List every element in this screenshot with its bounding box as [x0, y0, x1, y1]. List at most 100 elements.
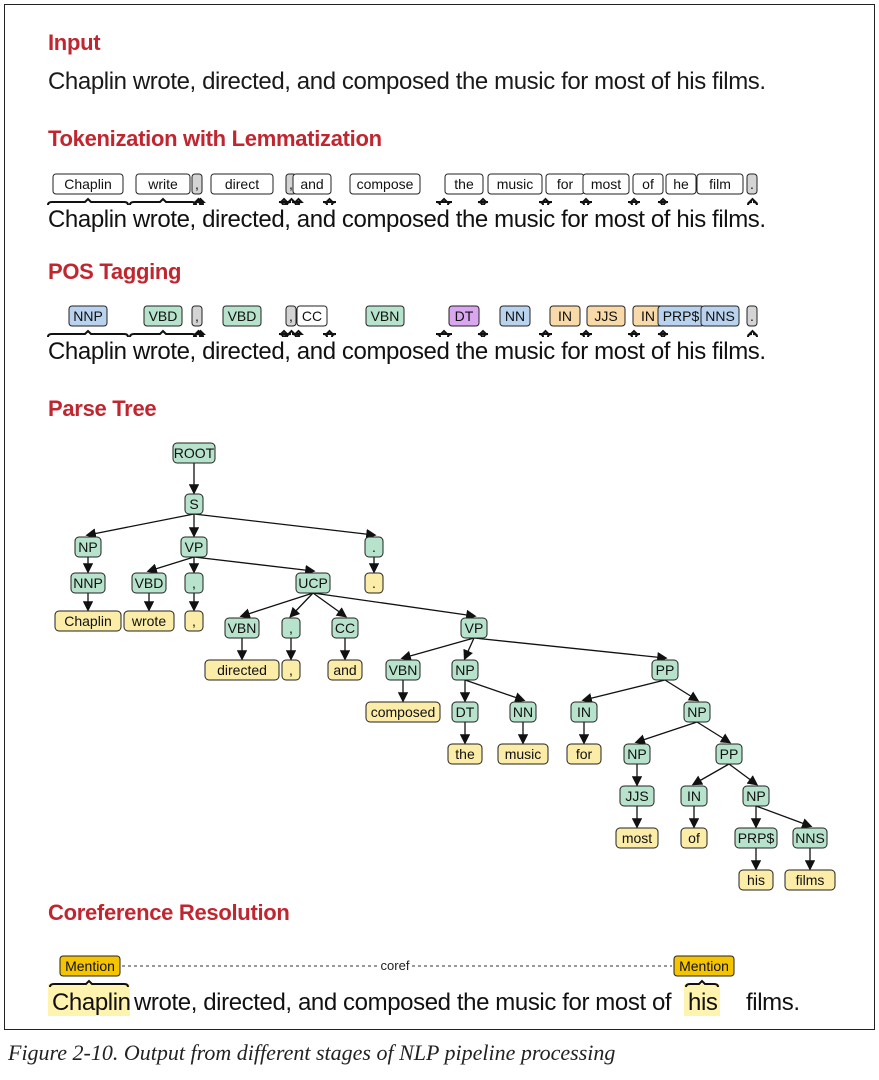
heading-parse-tree: Parse Tree — [48, 396, 157, 421]
token-brace — [293, 197, 304, 206]
tree-word-node — [123, 610, 175, 632]
parse-tree-diagram: ROOT S NP VP . NNP VBD, UCP . Chaplin wrote, VBN, CC… — [54, 442, 836, 891]
pos-tag-box — [746, 305, 758, 327]
tree-tag-node — [180, 536, 208, 558]
tree-word-label: wrote — [131, 613, 166, 629]
tree-word-label: , — [289, 662, 293, 678]
tree-tag-label: IN — [687, 788, 701, 804]
lemma-label: the — [454, 176, 474, 192]
lemma-box — [52, 173, 124, 195]
pos-tag-label: IN — [558, 308, 572, 324]
pos-tag-label: VBN — [371, 308, 400, 324]
pos-tag-box — [68, 305, 108, 327]
tree-edge — [728, 763, 759, 786]
tree-word-node — [281, 659, 301, 681]
tree-word-label: films — [796, 872, 825, 888]
lemma-label: of — [642, 176, 654, 192]
tree-tag-label: UCP — [298, 575, 328, 591]
tree-tag-node — [184, 493, 204, 515]
lemma-label: . — [750, 176, 754, 192]
tree-tag-node — [509, 701, 537, 723]
tree-tag-node — [184, 572, 204, 594]
token-brace — [278, 329, 290, 338]
tree-tag-node — [619, 785, 655, 807]
token-brace — [47, 197, 129, 206]
pos-tag-label: CC — [302, 308, 322, 324]
tree-word-label: of — [688, 830, 700, 846]
pos-tag-box — [700, 305, 740, 327]
tree-tag-label: IN — [577, 704, 591, 720]
tree-edge — [634, 721, 698, 745]
lemma-box — [696, 173, 744, 195]
tree-tag-node — [460, 617, 488, 639]
tree-tag-node — [451, 659, 479, 681]
coref-word-chaplin: Chaplin — [52, 989, 131, 1016]
token-brace — [579, 197, 593, 206]
tree-tag-node — [172, 442, 216, 464]
coref-middle-text: wrote, directed, and composed the music … — [133, 989, 672, 1016]
tree-word-node — [738, 869, 774, 891]
tree-edge — [464, 679, 526, 703]
tree-tag-node — [623, 743, 651, 765]
lemma-box — [746, 173, 758, 195]
tokenization-diagram: Chaplin write, direct, and compose the music fo… — [47, 173, 766, 233]
pos-tag-box — [222, 305, 262, 327]
tree-word-node — [364, 572, 384, 594]
tree-tag-node — [70, 572, 106, 594]
lemma-box — [487, 173, 543, 195]
lemma-box — [632, 173, 664, 195]
lemma-label: direct — [225, 176, 259, 192]
lemma-label: write — [147, 176, 178, 192]
tree-tag-label: VBN — [389, 662, 418, 678]
tree-tag-label: NNP — [73, 575, 103, 591]
pos-tag-label: . — [750, 308, 754, 324]
pos-tag-label: NNS — [705, 308, 735, 324]
token-brace — [129, 197, 197, 206]
tree-tag-node — [224, 617, 260, 639]
token-brace — [286, 329, 297, 338]
tree-word-label: composed — [371, 704, 436, 720]
mention-badge-2 — [673, 955, 735, 977]
lemma-label: and — [300, 176, 323, 192]
tree-tag-label: VBD — [135, 575, 164, 591]
tree-edge — [193, 556, 316, 576]
tree-tag-node — [683, 701, 711, 723]
lemma-label: music — [497, 176, 534, 192]
lemma-label: film — [709, 176, 731, 192]
tree-edge — [691, 763, 730, 786]
tree-tag-label: PRP$ — [738, 830, 775, 846]
tree-tag-node — [131, 572, 167, 594]
tree-tag-label: CC — [335, 620, 355, 636]
pos-tagging-diagram: NNP VBD, VBD, CC VBN DT NN IN JJS IN PRP$ NNS . Chapl… — [47, 305, 766, 365]
tree-word-label: for — [576, 746, 593, 762]
lemma-label: most — [591, 176, 621, 192]
tree-tag-node — [385, 659, 421, 681]
coref-link-label: coref — [381, 958, 410, 973]
token-brace — [129, 329, 197, 338]
pos-tag-label: DT — [455, 308, 474, 324]
token-brace — [278, 197, 290, 206]
coref-word-his: his — [688, 989, 718, 1016]
tree-tag-node — [715, 743, 743, 765]
tree-tag-label: NP — [78, 539, 97, 555]
lemma-box — [135, 173, 191, 195]
token-brace — [322, 197, 337, 206]
mention-label: Mention — [65, 958, 115, 974]
pos-tag-box — [586, 305, 626, 327]
token-brace — [286, 197, 297, 206]
coreference-diagram: Mention Mention coref Chaplin wrote, directe… — [48, 955, 800, 1016]
tree-tag-label: S — [189, 496, 198, 512]
tree-word-label: , — [192, 613, 196, 629]
pos-tag-box — [143, 305, 183, 327]
heading-tokenization: Tokenization with Lemmatization — [48, 126, 382, 151]
tree-tag-label: VBN — [228, 620, 257, 636]
token-brace — [538, 197, 553, 206]
tree-word-label: the — [455, 746, 475, 762]
pos-tag-box — [499, 305, 531, 327]
lemma-label: for — [557, 176, 574, 192]
mention-brace — [685, 979, 719, 988]
tree-tag-label: NP — [627, 746, 646, 762]
lemma-label: , — [195, 176, 199, 192]
tree-word-label: Chaplin — [64, 613, 111, 629]
mention-badge-1 — [59, 955, 121, 977]
